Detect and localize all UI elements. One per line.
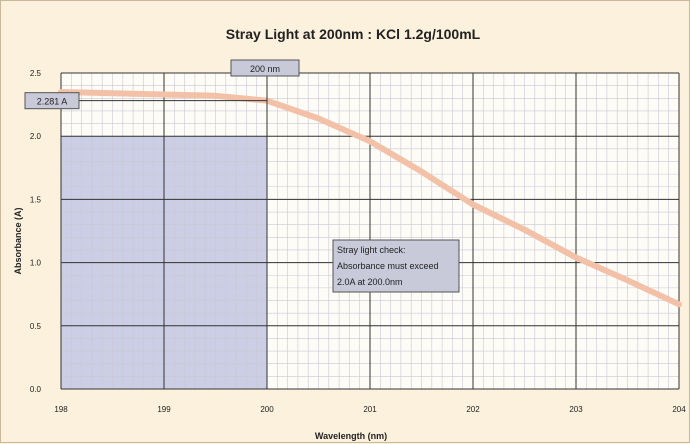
- y-tick-label: 1.5: [30, 195, 42, 204]
- y-axis-label: Absorbance (A): [13, 207, 23, 274]
- y-tick-label: 0.0: [30, 385, 42, 394]
- x-tick-label: 199: [157, 405, 171, 414]
- x-tick-label: 202: [466, 405, 480, 414]
- x-tick-label: 203: [569, 405, 583, 414]
- note-line-3: 2.0A at 200.0nm: [337, 277, 403, 287]
- y-tick-label: 1.0: [30, 259, 42, 268]
- note-line-2: Absorbance must exceed: [337, 261, 439, 271]
- chart-title: Stray Light at 200nm : KCl 1.2g/100mL: [226, 26, 481, 42]
- x-tick-label: 201: [363, 405, 377, 414]
- value-label-box: 2.281 A: [24, 92, 80, 110]
- x-tick-labels: 198 199 200 201 202 203 204: [54, 405, 686, 414]
- major-grid: [60, 72, 680, 390]
- x-tick-label: 204: [672, 405, 686, 414]
- y-tick-label: 0.5: [30, 322, 42, 331]
- y-tick-label: 2.5: [30, 69, 42, 78]
- marker-label-box: 200 nm: [230, 59, 300, 77]
- absorbance-curve: [58, 89, 682, 308]
- x-tick-label: 200: [260, 405, 274, 414]
- value-label: 2.281 A: [37, 97, 68, 107]
- y-tick-labels: 0.0 0.5 1.0 1.5 2.0 2.5: [30, 69, 42, 394]
- note-box: Stray light check: Absorbance must excee…: [332, 239, 460, 293]
- x-tick-label: 198: [54, 405, 68, 414]
- note-line-1: Stray light check:: [337, 245, 406, 255]
- marker-label: 200 nm: [250, 64, 280, 74]
- y-tick-label: 2.0: [30, 132, 42, 141]
- x-axis-label: Wavelength (nm): [315, 431, 387, 441]
